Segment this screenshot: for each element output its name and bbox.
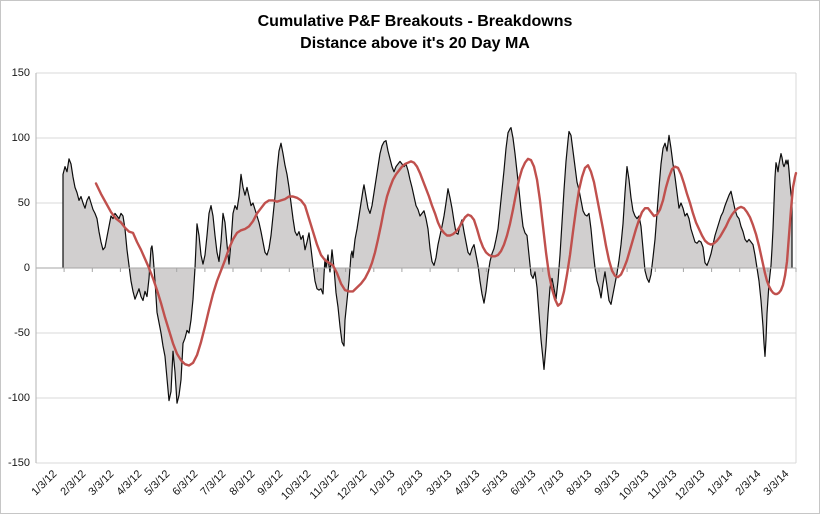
y-tick-label: 100	[11, 131, 30, 144]
chart-title-line1: Cumulative P&F Breakouts - Breakdowns	[257, 13, 573, 30]
y-tick-label: 150	[11, 66, 30, 79]
y-tick-label: -50	[14, 326, 30, 339]
y-tick-label: -100	[7, 391, 30, 404]
y-tick-label: 50	[17, 196, 30, 209]
chart-title: Cumulative P&F Breakouts - Breakdowns Di…	[36, 11, 794, 55]
y-tick-label: -150	[7, 456, 30, 469]
chart-title-line2: Distance above it's 20 Day MA	[300, 35, 530, 52]
y-tick-label: 0	[23, 261, 30, 274]
